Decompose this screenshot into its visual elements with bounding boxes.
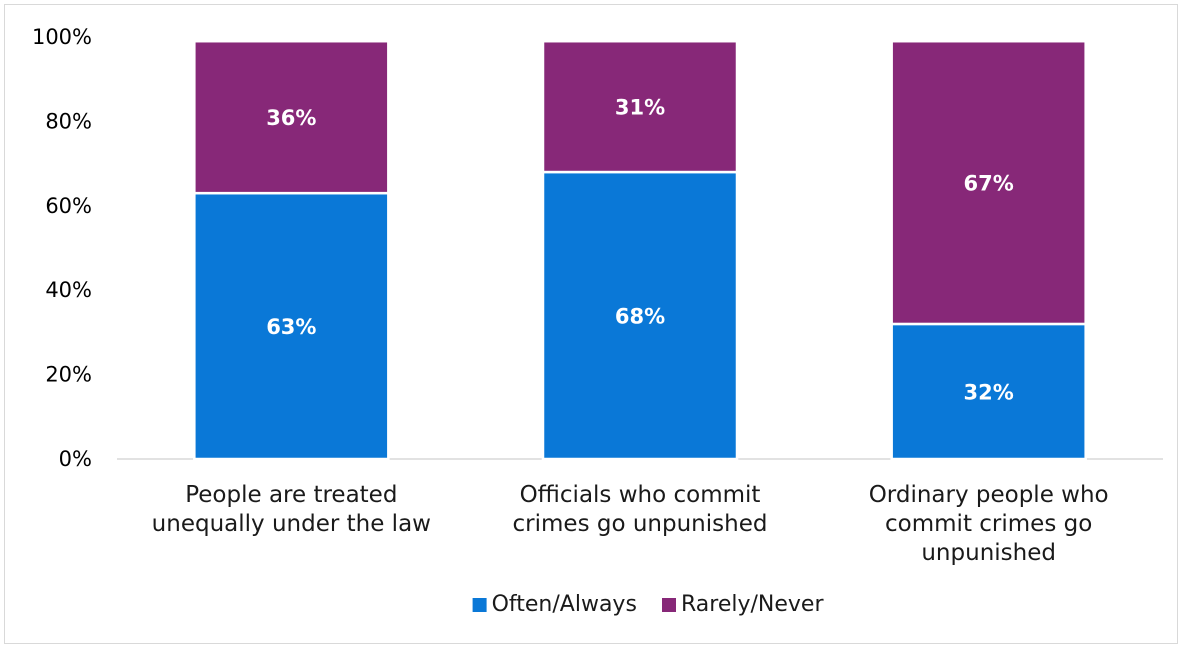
data-label: 68% bbox=[615, 305, 665, 329]
x-category-label: unpunished bbox=[921, 540, 1056, 566]
bar-rarely-never bbox=[541, 39, 739, 174]
data-label: 63% bbox=[266, 315, 316, 339]
y-tick-label: 0% bbox=[59, 447, 92, 471]
x-category-label: unequally under the law bbox=[152, 511, 431, 537]
x-category-label: Ordinary people who bbox=[869, 482, 1109, 508]
stacked-bar-chart: 0% 20% 40% 60% 80% 100% 63% 36% People are treat… bbox=[32, 25, 1163, 617]
data-label: 31% bbox=[615, 96, 665, 120]
y-tick-label: 20% bbox=[45, 363, 92, 387]
bar-often-always bbox=[890, 322, 1087, 461]
data-label: 67% bbox=[964, 172, 1014, 196]
legend-swatch-often-always bbox=[472, 598, 487, 612]
legend-swatch-rarely-never bbox=[662, 598, 676, 612]
x-category-label: Officials who commit bbox=[520, 482, 761, 508]
bar-rarely-never bbox=[890, 39, 1087, 326]
y-tick-label: 80% bbox=[45, 109, 92, 133]
y-tick-label: 100% bbox=[32, 25, 92, 49]
x-category-label: crimes go unpunished bbox=[513, 511, 768, 537]
chart-frame: 0% 20% 40% 60% 80% 100% 63% 36% People are treat… bbox=[4, 4, 1178, 644]
y-tick-label: 60% bbox=[45, 194, 92, 218]
y-tick-label: 40% bbox=[45, 278, 92, 302]
x-category-label: People are treated bbox=[185, 482, 397, 508]
data-label: 32% bbox=[964, 380, 1014, 404]
legend-label: Often/Always bbox=[492, 592, 637, 617]
bar-often-always bbox=[193, 191, 390, 461]
data-label: 36% bbox=[266, 106, 316, 130]
x-category-label: commit crimes go bbox=[885, 511, 1092, 537]
bar-rarely-never bbox=[193, 39, 390, 195]
legend-label: Rarely/Never bbox=[681, 592, 824, 617]
